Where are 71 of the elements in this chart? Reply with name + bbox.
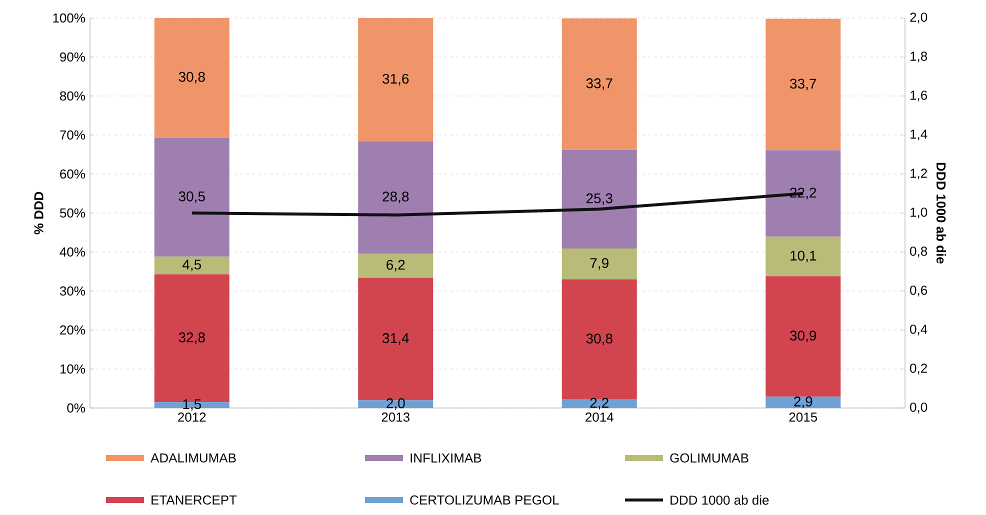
data-label: 22,2 (790, 188, 816, 200)
bar (358, 254, 434, 278)
bar (562, 248, 637, 280)
y2-tick-label: 0,2 (910, 364, 927, 374)
y-tick-label: 100% (53, 13, 86, 23)
bar (154, 138, 230, 257)
legend-label: DDD 1000 ab die (670, 495, 769, 505)
bar (766, 18, 841, 150)
y-tick-label: 10% (60, 364, 86, 374)
y-tick-label: 50% (60, 208, 86, 218)
data-label: 30,8 (178, 72, 205, 84)
bar (358, 141, 434, 254)
x-tick-label: 2015 (789, 412, 818, 422)
legend-label: INFLIXIMAB (410, 454, 482, 462)
y2-tick-label: 1,8 (910, 52, 928, 62)
data-label: 2,9 (794, 396, 812, 408)
y-axis-title: % DDD (34, 192, 44, 234)
bar (154, 18, 230, 138)
data-label: 2,2 (590, 398, 608, 410)
bar (154, 256, 230, 274)
bar (562, 279, 637, 400)
y2-tick-label: 0,0 (910, 402, 928, 414)
data-label: 31,6 (382, 74, 409, 86)
y2-axis-title: DDD 1000 ab die (936, 162, 946, 264)
data-label: 32,8 (178, 332, 205, 344)
data-label: 30,5 (178, 191, 205, 203)
data-label: 4,5 (182, 260, 202, 272)
bar (766, 236, 841, 276)
bar (358, 400, 434, 408)
y-tick-label: 60% (60, 169, 86, 179)
y2-tick-label: 2,0 (910, 12, 928, 24)
data-label: 7,9 (590, 258, 608, 270)
x-tick-label: 2014 (586, 412, 614, 422)
data-label: 30,8 (586, 334, 612, 346)
bar (766, 276, 841, 397)
bar (562, 399, 637, 408)
y-tick-label: 30% (60, 286, 86, 296)
y-tick-label: 40% (60, 247, 86, 257)
data-label: 2,0 (386, 398, 405, 410)
bar (562, 150, 637, 248)
x-tick-label: 2013 (382, 412, 410, 422)
legend-label: ADALIMUMAB (150, 453, 236, 463)
y-tick-label: 70% (60, 130, 86, 140)
data-label: 31,4 (382, 333, 409, 345)
y2-tick-label: 1,4 (910, 130, 928, 140)
data-label: 33,7 (586, 78, 612, 90)
y2-tick-label: 1,0 (910, 208, 928, 218)
data-label: 25,3 (586, 193, 612, 205)
y2-tick-label: 0,4 (910, 324, 928, 336)
y-tick-label: 20% (60, 325, 86, 335)
bar (562, 18, 637, 150)
legend-label: GOLIMUMAB (670, 453, 748, 463)
y-tick-label: 0% (67, 403, 86, 413)
y-tick-label: 80% (60, 91, 86, 101)
x-tick-label: 2012 (178, 412, 206, 422)
data-label: 28,8 (382, 192, 409, 204)
data-label: 6,2 (386, 260, 405, 272)
bar (766, 396, 841, 408)
bar (358, 18, 434, 142)
bar (766, 150, 841, 237)
data-label: 33,7 (790, 78, 816, 90)
legend-label: ETANERCEPT (152, 495, 237, 505)
y2-tick-label: 1,2 (910, 168, 927, 180)
data-label: 1,5 (183, 399, 202, 411)
data-label: 10,1 (790, 250, 816, 262)
y2-tick-label: 0,8 (910, 246, 928, 258)
legend-label: CERTOLIZUMAB PEGOL (410, 495, 559, 505)
y-tick-label: 90% (60, 52, 86, 62)
y2-tick-label: 0,6 (910, 286, 928, 296)
data-label: 30,9 (790, 330, 816, 342)
y2-tick-label: 1,6 (910, 90, 928, 102)
